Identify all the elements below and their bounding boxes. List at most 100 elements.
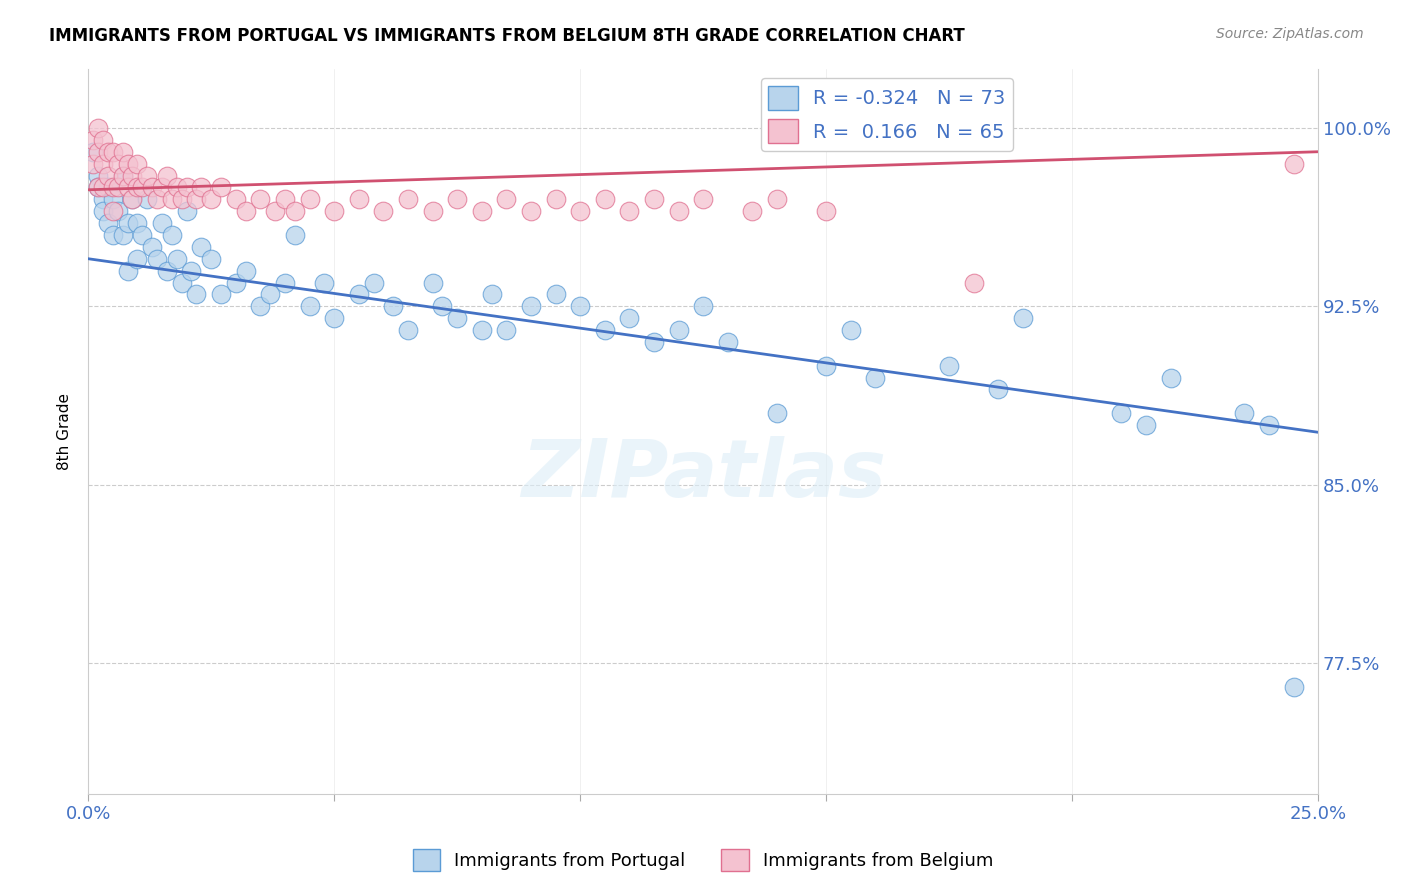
Point — [987, 383, 1010, 397]
Point — [186, 287, 208, 301]
Point — [520, 299, 543, 313]
Point — [938, 359, 960, 373]
Point — [323, 204, 346, 219]
Point — [363, 276, 385, 290]
Point — [101, 227, 124, 242]
Point — [166, 252, 188, 266]
Point — [569, 299, 592, 313]
Point — [235, 204, 257, 219]
Point — [323, 311, 346, 326]
Point — [471, 323, 494, 337]
Point — [643, 192, 665, 206]
Point — [643, 334, 665, 349]
Point — [446, 192, 468, 206]
Point — [815, 204, 838, 219]
Point — [619, 204, 641, 219]
Point — [160, 227, 183, 242]
Point — [190, 240, 212, 254]
Point — [141, 240, 163, 254]
Point — [131, 227, 153, 242]
Point — [209, 180, 232, 194]
Point — [127, 156, 149, 170]
Point — [1111, 406, 1133, 420]
Point — [91, 180, 114, 194]
Point — [190, 180, 212, 194]
Point — [766, 406, 789, 420]
Point — [1282, 680, 1305, 694]
Point — [396, 323, 419, 337]
Point — [569, 204, 592, 219]
Point — [446, 311, 468, 326]
Point — [91, 192, 114, 206]
Point — [235, 263, 257, 277]
Point — [127, 252, 149, 266]
Point — [150, 216, 173, 230]
Point — [264, 204, 287, 219]
Point — [1233, 406, 1256, 420]
Point — [121, 192, 143, 206]
Point — [432, 299, 454, 313]
Point — [117, 263, 139, 277]
Point — [209, 287, 232, 301]
Point — [117, 216, 139, 230]
Point — [495, 192, 517, 206]
Point — [422, 204, 444, 219]
Point — [121, 192, 143, 206]
Point — [87, 180, 110, 194]
Point — [963, 276, 986, 290]
Point — [91, 204, 114, 219]
Point — [170, 276, 193, 290]
Point — [111, 145, 134, 159]
Point — [97, 145, 120, 159]
Point — [111, 169, 134, 183]
Point — [97, 169, 120, 183]
Point — [107, 156, 129, 170]
Point — [200, 192, 222, 206]
Point — [107, 204, 129, 219]
Point — [160, 192, 183, 206]
Point — [156, 263, 179, 277]
Point — [692, 299, 714, 313]
Point — [176, 204, 198, 219]
Point — [274, 192, 297, 206]
Point — [481, 287, 503, 301]
Point — [101, 180, 124, 194]
Point — [111, 227, 134, 242]
Point — [298, 299, 321, 313]
Point — [249, 192, 271, 206]
Point — [668, 323, 690, 337]
Point — [156, 169, 179, 183]
Point — [1160, 370, 1182, 384]
Point — [131, 180, 153, 194]
Point — [865, 370, 887, 384]
Point — [127, 216, 149, 230]
Point — [117, 180, 139, 194]
Point — [91, 133, 114, 147]
Point — [225, 276, 247, 290]
Point — [544, 192, 567, 206]
Point — [373, 204, 395, 219]
Point — [170, 192, 193, 206]
Point — [117, 156, 139, 170]
Point — [347, 287, 370, 301]
Y-axis label: 8th Grade: 8th Grade — [58, 392, 72, 469]
Point — [200, 252, 222, 266]
Point — [593, 323, 616, 337]
Point — [87, 120, 110, 135]
Point — [82, 145, 104, 159]
Point — [82, 156, 104, 170]
Point — [1282, 156, 1305, 170]
Point — [249, 299, 271, 313]
Point — [471, 204, 494, 219]
Text: ZIPatlas: ZIPatlas — [520, 435, 886, 514]
Point — [1135, 418, 1157, 433]
Point — [717, 334, 740, 349]
Point — [259, 287, 281, 301]
Point — [274, 276, 297, 290]
Point — [382, 299, 405, 313]
Point — [668, 204, 690, 219]
Point — [298, 192, 321, 206]
Point — [692, 192, 714, 206]
Point — [101, 145, 124, 159]
Point — [766, 192, 789, 206]
